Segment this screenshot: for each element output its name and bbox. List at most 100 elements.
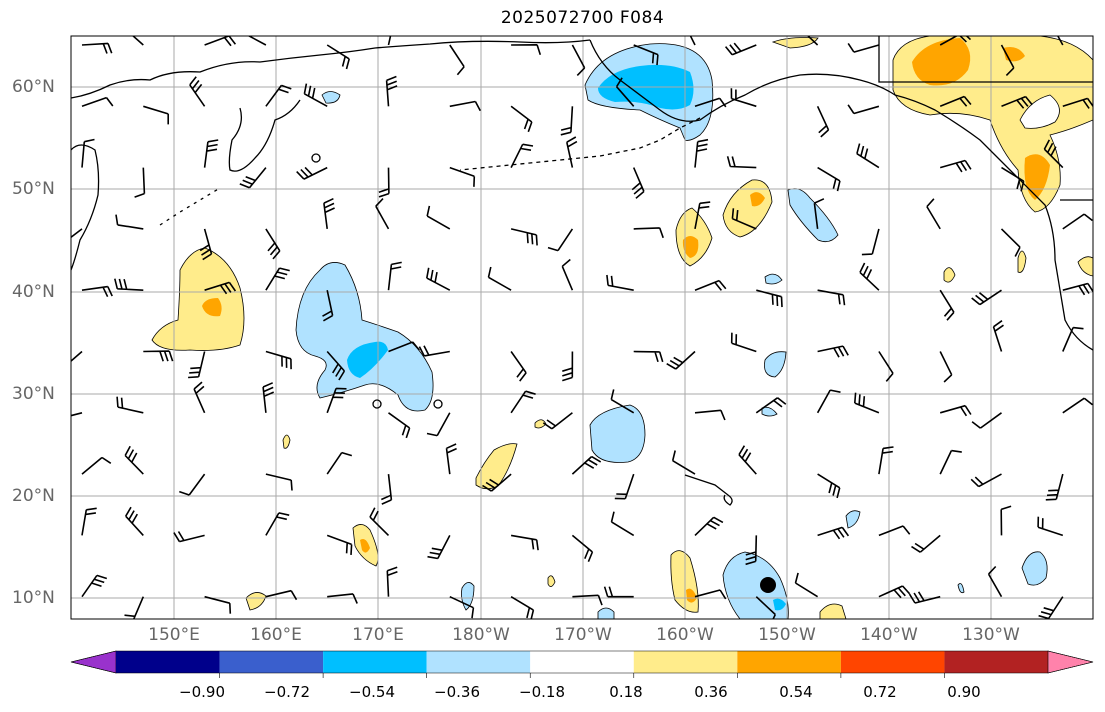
wind-barb <box>143 105 169 125</box>
contour-light-blue <box>845 510 861 529</box>
wind-barb <box>1038 596 1064 619</box>
wind-barb <box>265 350 292 370</box>
canada-border <box>878 36 1093 83</box>
colorbar-tick-label: −0.90 <box>179 683 225 701</box>
wind-barb <box>1000 44 1015 76</box>
wind-barb <box>694 516 724 536</box>
contour-light-blue <box>764 351 787 378</box>
contour-fills <box>151 36 1093 619</box>
wind-barb <box>939 36 972 46</box>
contour-orange <box>202 298 222 317</box>
contour-yellow <box>151 247 245 351</box>
lon-label-160W: 160°W <box>656 625 714 645</box>
wind-barb <box>1000 505 1012 536</box>
lon-label-140W: 140°W <box>860 625 918 645</box>
wind-barb <box>878 351 894 382</box>
wind-barb <box>326 350 346 381</box>
wind-barb <box>204 36 237 47</box>
japan-coastline <box>71 144 100 271</box>
wind-barb <box>939 404 972 417</box>
colorbar-tick-label: 0.36 <box>694 683 728 701</box>
wind-barb <box>816 105 830 138</box>
wind-barb <box>878 525 911 537</box>
wind-barb <box>427 535 451 560</box>
colorbar-tick-label: −0.72 <box>264 683 310 701</box>
wind-barb <box>572 594 603 606</box>
wind-barb <box>614 473 635 500</box>
wind-barb <box>817 345 849 358</box>
wind-barb <box>610 389 635 414</box>
contour-yellow <box>1017 250 1027 273</box>
wind-barb <box>487 266 512 291</box>
contour-yellow <box>1077 256 1093 277</box>
wind-barb <box>971 289 1002 306</box>
wind-barb <box>296 166 328 180</box>
wind-barbs <box>71 36 1093 619</box>
lat-label-40N: 40°N <box>12 282 55 302</box>
lat-label-20N: 20°N <box>12 486 55 506</box>
coastlines <box>71 36 1093 506</box>
contour-light-blue <box>321 91 341 104</box>
wind-barb <box>81 138 95 168</box>
aleutian-islands <box>459 117 701 171</box>
wind-barb <box>81 456 112 475</box>
wind-barb <box>610 511 635 537</box>
wind-barb <box>326 44 350 70</box>
lat-label-60N: 60°N <box>12 77 55 97</box>
wind-barb <box>449 100 482 112</box>
wind-barb <box>449 595 475 619</box>
wind-barb <box>1062 397 1093 414</box>
wind-barb <box>81 96 114 108</box>
wind-barb <box>81 507 97 536</box>
wind-barb <box>426 412 451 437</box>
wind-barb <box>265 228 281 260</box>
contour-yellow <box>245 592 267 611</box>
lon-label-160E: 160°E <box>250 625 302 645</box>
colorbar-segment <box>116 651 220 673</box>
contour-light-blue <box>957 583 965 594</box>
wind-barb <box>694 589 727 600</box>
colorbar-tick-label: 0.54 <box>779 683 813 701</box>
wind-barb <box>694 201 711 230</box>
contour-light-blue <box>597 607 615 619</box>
wind-barb <box>817 526 850 540</box>
colorbar-segment <box>737 651 841 673</box>
colorbar-extend-min <box>70 650 117 674</box>
wind-barb <box>378 167 390 198</box>
contour-yellow <box>943 267 956 283</box>
wind-barb <box>303 83 328 108</box>
lon-label-150W: 150°W <box>758 625 816 645</box>
map-plot-area <box>71 36 1093 619</box>
wind-barb <box>542 412 573 430</box>
contour-yellow <box>475 443 518 490</box>
wind-barb <box>510 534 539 551</box>
wind-barb <box>1043 139 1064 169</box>
wind-barb <box>1001 95 1033 109</box>
contour-light-blue <box>295 262 434 412</box>
wind-barb <box>81 285 113 298</box>
wind-barb <box>188 351 206 379</box>
wind-barb <box>204 281 237 295</box>
wind-barb <box>908 591 941 604</box>
wind-barb <box>561 258 574 291</box>
wind-barb <box>606 274 634 291</box>
wind-barb <box>387 36 392 46</box>
contour-yellow <box>722 179 773 238</box>
colorbar-segment <box>944 651 1048 673</box>
wind-barb <box>755 596 777 619</box>
wind-barb <box>970 473 1002 488</box>
wind-barb <box>631 167 645 199</box>
colorbar-segment <box>530 651 634 673</box>
wind-barb <box>730 88 757 108</box>
colorbar-outline <box>70 650 1094 674</box>
wind-barb <box>326 387 347 414</box>
wind-barb <box>125 506 144 536</box>
wind-barb <box>134 167 146 198</box>
wind-barb <box>179 473 206 496</box>
wind-barb <box>199 228 213 261</box>
wind-barb <box>571 44 586 76</box>
wind-barb <box>731 208 757 230</box>
contour-light-blue <box>771 37 819 49</box>
colorbar-tick-label: −0.18 <box>519 683 565 701</box>
wind-barb <box>755 397 787 414</box>
